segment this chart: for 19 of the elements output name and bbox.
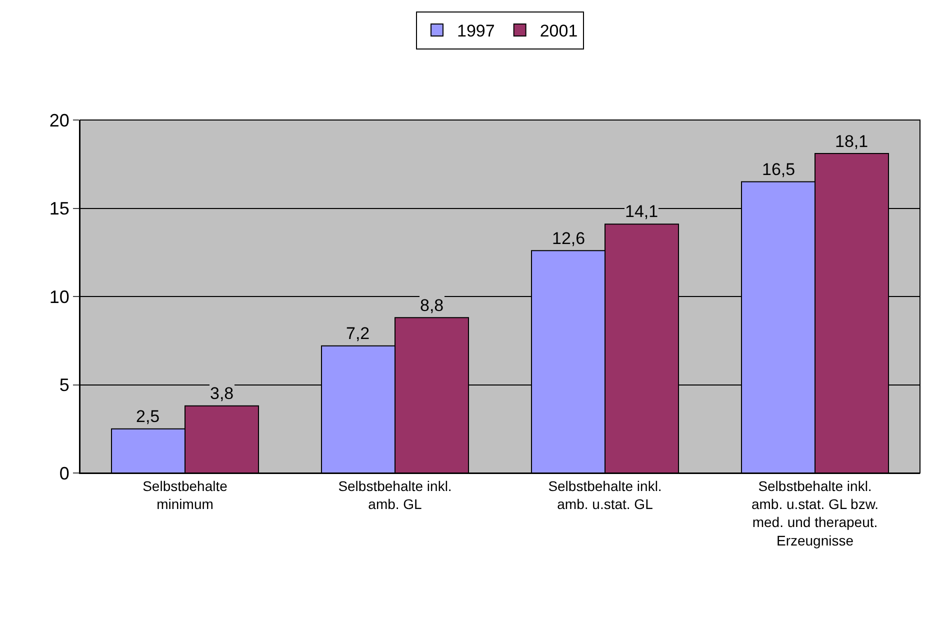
data-label: 3,8 — [210, 384, 234, 403]
y-tick-label: 0 — [59, 463, 70, 484]
y-tick-label: 10 — [49, 286, 70, 307]
y-tick-label: 20 — [49, 110, 70, 130]
y-tick-label: 15 — [49, 198, 70, 219]
data-label: 18,1 — [835, 132, 868, 151]
x-tick-label: Selbstbehalte inkl. amb. u.stat. GL — [548, 478, 662, 512]
data-label: 14,1 — [625, 202, 658, 221]
data-label: 7,2 — [346, 324, 370, 343]
legend-label: 2001 — [540, 22, 578, 41]
data-label: 8,8 — [420, 296, 444, 315]
x-tick-label: Selbstbehalte minimum — [142, 478, 228, 512]
y-tick-label: 5 — [59, 375, 70, 396]
data-label: 2,5 — [136, 407, 160, 426]
x-tick-label: Selbstbehalte inkl. amb. GL — [338, 478, 452, 512]
x-tick-label: Selbstbehalte inkl. amb. u.stat. GL bzw. med. und therapeut. Erzeugnisse — [751, 478, 879, 548]
data-label: 12,6 — [552, 229, 586, 248]
data-label: 16,5 — [762, 160, 796, 179]
legend-label: 1997 — [457, 22, 495, 41]
